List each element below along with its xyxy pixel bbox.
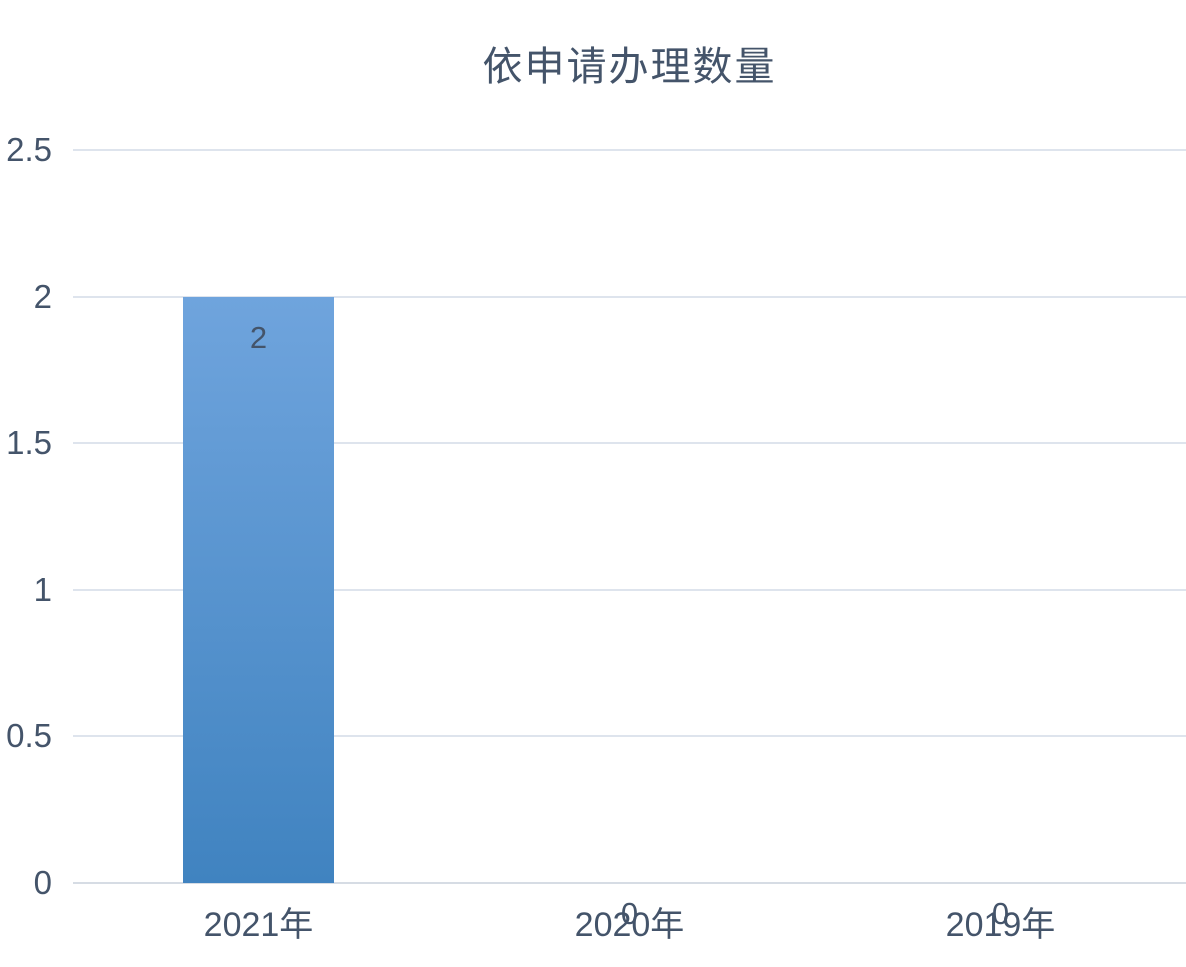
chart-title: 依申请办理数量 [482, 44, 777, 90]
y-tick-label: 1 [33, 570, 52, 608]
bar-value-label: 2 [249, 319, 268, 355]
y-tick-label: 1.5 [6, 424, 52, 462]
x-category-label: 2019年 [945, 906, 1056, 944]
gridline [73, 295, 1186, 298]
gridline [73, 149, 1186, 151]
bar-value-label: 0 [991, 896, 1010, 931]
y-tick-label: 0 [33, 864, 52, 901]
bar-value-label: 0 [620, 896, 639, 931]
gridline [73, 442, 1186, 445]
y-tick-label: 0.5 [6, 717, 52, 755]
y-tick-label: 2.5 [6, 131, 52, 168]
x-category-label: 2020年 [574, 906, 685, 944]
gridline [73, 735, 1186, 738]
x-axis-line [73, 882, 1186, 884]
gridline [73, 588, 1186, 591]
bar [183, 296, 334, 883]
x-category-label: 2021年 [203, 906, 314, 944]
y-tick-label: 2 [33, 277, 52, 315]
